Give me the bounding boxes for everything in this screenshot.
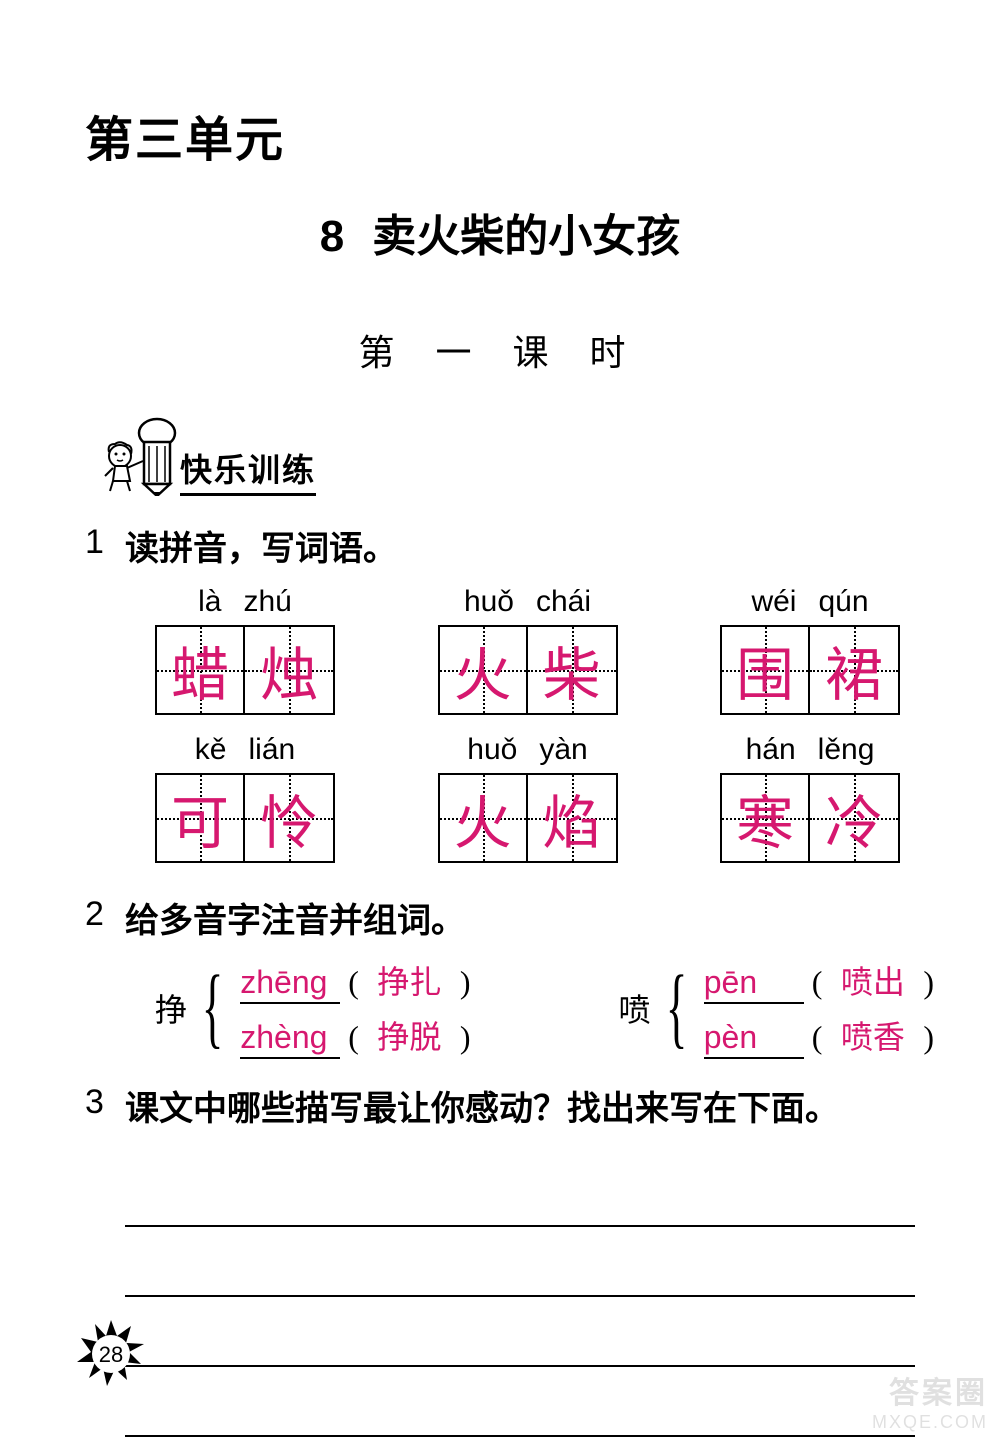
poly-pinyin-answer: pèn	[704, 1019, 804, 1059]
hanzi-answer: 寒	[736, 776, 794, 860]
char-boxes: 火焰	[438, 773, 618, 863]
pinyin: làzhú	[155, 585, 335, 619]
hanzi-answer: 烛	[260, 628, 318, 712]
poly-reading: pèn(喷香)	[704, 1012, 942, 1059]
pinyin: huǒchái	[438, 585, 618, 619]
word-block: hánlěng 寒冷	[720, 733, 900, 863]
exercise-1: 1 读拼音，写词语。 làzhú 蜡烛 huǒchái 火柴 wéiqún 围裙 kěliá…	[85, 521, 915, 881]
hanzi-answer: 裙	[825, 628, 883, 712]
char-boxes: 寒冷	[720, 773, 900, 863]
exercise-2: 2 给多音字注音并组词。 挣{zhēng(挣扎)zhèng(挣脱)喷{pēn(喷…	[85, 893, 915, 1069]
word-block: làzhú 蜡烛	[155, 585, 335, 715]
hanzi-answer: 火	[453, 776, 511, 860]
watermark-url: MXQE.COM	[872, 1412, 988, 1433]
char-boxes: 可怜	[155, 773, 335, 863]
hanzi-answer: 柴	[542, 628, 600, 712]
exercise-title: 给多音字注音并组词。	[125, 893, 942, 942]
exercise-number: 3	[85, 1081, 125, 1445]
unit-title: 第三单元	[85, 100, 915, 170]
write-line	[125, 1165, 915, 1227]
poly-reading: zhēng(挣扎)	[240, 957, 478, 1004]
exercise-title: 课文中哪些描写最让你感动？找出来写在下面。	[125, 1081, 915, 1130]
poly-pinyin-answer: zhèng	[240, 1019, 340, 1059]
char-boxes: 火柴	[438, 625, 618, 715]
tian-box: 烛	[245, 625, 335, 715]
tian-box: 可	[155, 773, 245, 863]
section-label: 快乐训练	[180, 445, 316, 496]
page-number-badge: 28	[75, 1318, 147, 1390]
tian-box: 裙	[810, 625, 900, 715]
tian-box: 怜	[245, 773, 335, 863]
pinyin: kělián	[155, 733, 335, 767]
word-row: kělián 可怜 huǒyàn 火焰 hánlěng 寒冷	[125, 733, 915, 863]
period-title: 第 一 课 时	[85, 324, 915, 376]
watermark: 答案圈 MXQE.COM	[872, 1368, 988, 1433]
poly-word-answer: 喷出	[830, 957, 915, 1003]
write-line	[125, 1235, 915, 1297]
char-boxes: 围裙	[720, 625, 900, 715]
poly-char: 挣	[155, 985, 187, 1031]
watermark-text: 答案圈	[872, 1368, 988, 1412]
hanzi-answer: 焰	[542, 776, 600, 860]
brace-icon: {	[202, 963, 224, 1053]
tian-box: 火	[438, 773, 528, 863]
poly-word-answer: 挣脱	[367, 1012, 452, 1058]
hanzi-answer: 冷	[825, 776, 883, 860]
tian-box: 焰	[528, 773, 618, 863]
pinyin: hánlěng	[720, 733, 900, 767]
poly-word-answer: 喷香	[830, 1012, 915, 1058]
svg-text:28: 28	[99, 1342, 123, 1367]
exercise-number: 1	[85, 521, 125, 881]
tian-box: 柴	[528, 625, 618, 715]
hanzi-answer: 可	[171, 776, 229, 860]
pinyin: huǒyàn	[438, 733, 618, 767]
hanzi-answer: 围	[736, 628, 794, 712]
poly-reading: pēn(喷出)	[704, 957, 942, 1004]
word-block: wéiqún 围裙	[720, 585, 900, 715]
tian-box: 蜡	[155, 625, 245, 715]
lesson-name: 卖火柴的小女孩	[372, 212, 680, 261]
hanzi-answer: 火	[453, 628, 511, 712]
poly-pinyin-answer: zhēng	[240, 964, 340, 1004]
char-boxes: 蜡烛	[155, 625, 335, 715]
tian-box: 围	[720, 625, 810, 715]
write-line	[125, 1305, 915, 1367]
section-header: 快乐训练	[85, 416, 915, 496]
girl-pencil-icon	[95, 416, 190, 496]
polyphone-group: 喷 { pēn(喷出) pèn(喷香)	[619, 957, 943, 1059]
exercise-3: 3 课文中哪些描写最让你感动？找出来写在下面。	[85, 1081, 915, 1445]
poly-pinyin-answer: pēn	[704, 964, 804, 1004]
brace-icon: {	[665, 963, 687, 1053]
lesson-title: 8 卖火柴的小女孩	[85, 200, 915, 264]
tian-box: 冷	[810, 773, 900, 863]
tian-box: 寒	[720, 773, 810, 863]
polyphone-group: 挣 { zhēng(挣扎) zhèng(挣脱)	[155, 957, 479, 1059]
hanzi-answer: 蜡	[171, 628, 229, 712]
hanzi-answer: 怜	[260, 776, 318, 860]
pinyin: wéiqún	[720, 585, 900, 619]
word-block: kělián 可怜	[155, 733, 335, 863]
exercise-title: 读拼音，写词语。	[125, 521, 915, 570]
poly-reading: zhèng(挣脱)	[240, 1012, 478, 1059]
write-line	[125, 1375, 915, 1437]
word-block: huǒyàn 火焰	[438, 733, 618, 863]
poly-char: 喷	[619, 985, 651, 1031]
word-row: làzhú 蜡烛 huǒchái 火柴 wéiqún 围裙	[125, 585, 915, 715]
poly-word-answer: 挣扎	[367, 957, 452, 1003]
lesson-number: 8	[320, 212, 344, 261]
exercise-number: 2	[85, 893, 125, 1069]
tian-box: 火	[438, 625, 528, 715]
word-block: huǒchái 火柴	[438, 585, 618, 715]
